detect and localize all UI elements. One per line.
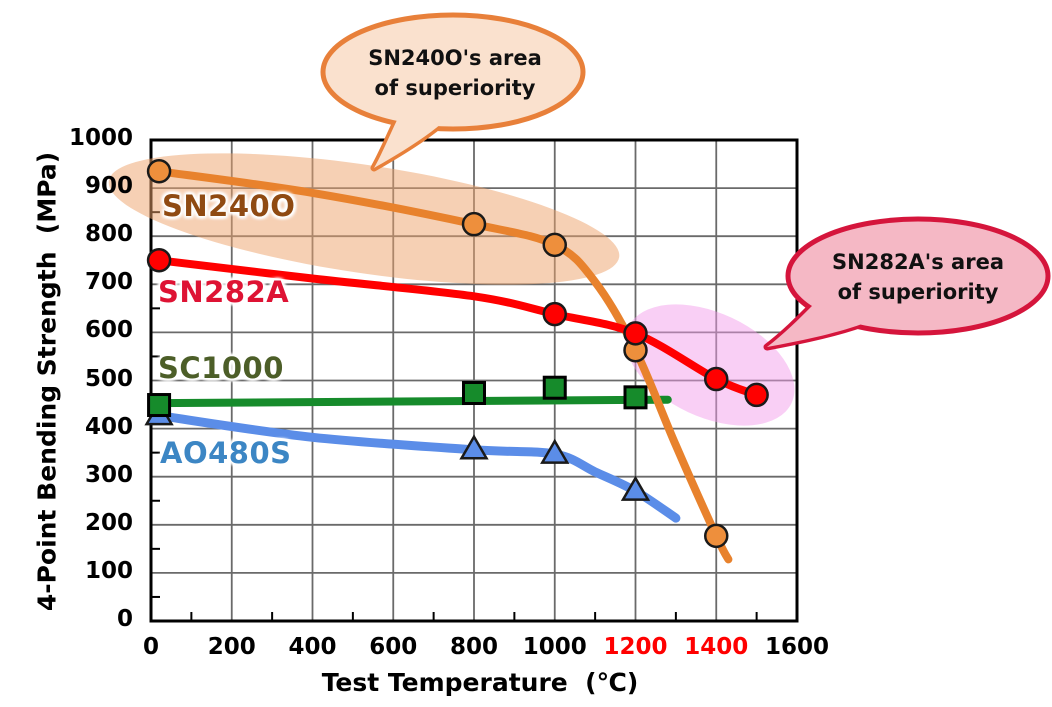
callout-tail-fill-sn282a	[767, 304, 862, 347]
series-line-sc1000	[155, 395, 672, 408]
highlight-sn240o-region	[108, 153, 620, 285]
marker-circle	[461, 211, 487, 237]
callout-sn282a-line2: of superiority	[837, 280, 999, 304]
series-line-sn240o	[155, 167, 733, 564]
callout-sn240o-line1: SN240O's area	[368, 46, 542, 70]
y-axis-title: 4-Point Bending Strength (MPa)	[32, 151, 62, 612]
marker-circle	[146, 248, 172, 273]
x-axis-title: Test Temperature (℃)	[321, 668, 639, 697]
callout-sn282a-line1: SN282A's area	[832, 250, 1004, 274]
callout-bubble-sn282a	[785, 216, 1051, 336]
series-line-ao480s	[154, 411, 681, 523]
callout-sn282a	[763, 216, 1051, 351]
marker-square	[623, 385, 648, 410]
callout-bubble-sn240o	[320, 12, 586, 132]
marker-circle	[146, 159, 172, 184]
callout-sn240o-line2: of superiority	[374, 76, 536, 100]
series-sn240o	[146, 159, 733, 564]
series-ao480s	[144, 400, 681, 523]
marker-circle	[542, 301, 567, 327]
marker-circle	[542, 232, 567, 258]
marker-circle	[704, 366, 729, 392]
marker-square	[542, 375, 567, 400]
marker-circle	[704, 523, 729, 549]
marker-triangle	[540, 438, 570, 464]
callout-sn282a-text: SN282A's area of superiority	[832, 247, 1004, 307]
marker-triangle	[459, 434, 489, 460]
series-sc1000	[147, 375, 672, 418]
callout-tail-fill-sn240o	[374, 114, 448, 168]
callout-sn240o	[320, 12, 586, 172]
marker-square	[462, 381, 486, 406]
callout-sn240o-text: SN240O's area of superiority	[368, 43, 542, 103]
highlight-sn282a-region	[625, 304, 795, 426]
series-sn282a	[146, 248, 769, 408]
marker-circle	[623, 321, 648, 346]
marker-square	[147, 393, 172, 418]
series-line-sn282a	[155, 256, 761, 399]
marker-circle	[744, 382, 769, 408]
marker-triangle	[620, 475, 651, 501]
plot-border	[149, 138, 799, 623]
